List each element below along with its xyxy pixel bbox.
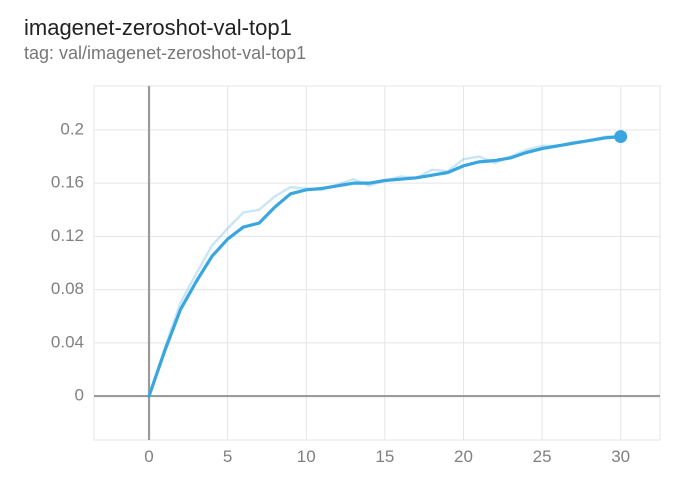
x-tick-label: 25 [533,447,552,466]
y-tick-label: 0.16 [51,173,84,192]
y-ticks: 0 0.04 0.08 0.12 0.16 0.2 [51,119,84,404]
x-tick-label: 10 [297,447,316,466]
x-tick-label: 30 [611,447,630,466]
x-tick-label: 0 [144,447,153,466]
chart-subtitle: tag: val/imagenet-zeroshot-val-top1 [24,42,306,65]
y-tick-label: 0.04 [51,332,84,351]
y-tick-label: 0.2 [60,119,84,138]
y-tick-label: 0.08 [51,279,84,298]
chart-container: imagenet-zeroshot-val-top1 tag: val/imag… [0,0,692,502]
plot-background [94,86,660,440]
series-end-marker [614,130,627,143]
y-tick-label: 0 [75,386,84,405]
x-tick-label: 20 [454,447,473,466]
header: imagenet-zeroshot-val-top1 tag: val/imag… [24,14,306,65]
x-tick-label: 15 [375,447,394,466]
x-ticks: 0 5 10 15 20 25 30 [144,447,630,466]
chart-plot: 0 0.04 0.08 0.12 0.16 0.2 0 5 10 15 20 25 30 [22,78,682,492]
x-tick-label: 5 [223,447,232,466]
chart-title: imagenet-zeroshot-val-top1 [24,14,306,42]
y-tick-label: 0.12 [51,226,84,245]
